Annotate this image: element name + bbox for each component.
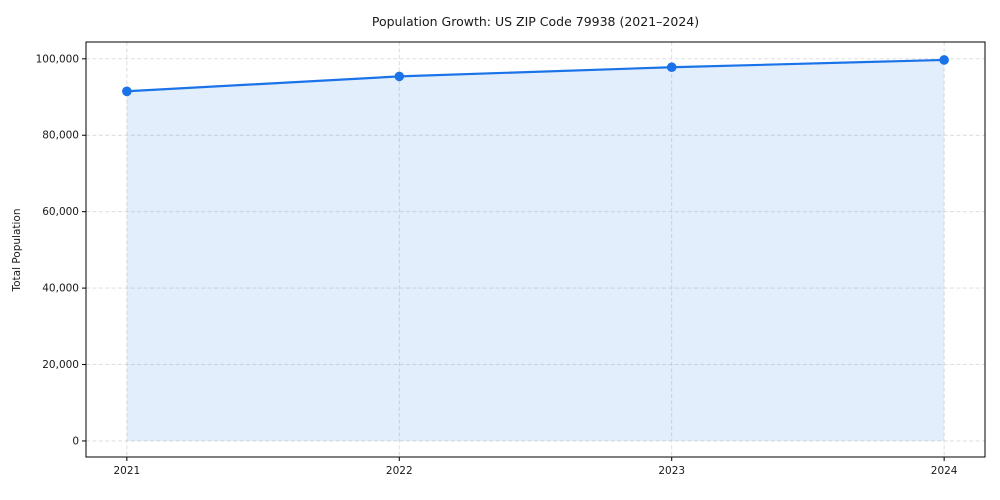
y-tick-label: 20,000 xyxy=(42,359,79,371)
y-tick-label: 80,000 xyxy=(42,130,79,142)
x-tick-label: 2023 xyxy=(658,465,685,477)
y-tick-label: 40,000 xyxy=(42,283,79,295)
area-fill xyxy=(126,59,945,441)
data-point-2024 xyxy=(939,55,949,65)
y-tick-label: 60,000 xyxy=(42,206,79,218)
data-point-2023 xyxy=(666,62,677,73)
y-tick-label: 0 xyxy=(72,435,79,447)
axes-border xyxy=(85,41,986,458)
trend-line xyxy=(125,58,946,93)
chart-title: Population Growth: US ZIP Code 79938 (20… xyxy=(371,14,700,29)
data-point-2021 xyxy=(122,86,132,97)
x-tick-label: 2022 xyxy=(386,465,413,477)
x-tick-label: 2021 xyxy=(113,465,140,477)
data-point-2022 xyxy=(394,71,405,82)
y-tick-label: 100,000 xyxy=(36,53,79,65)
x-tick-label: 2024 xyxy=(931,465,958,477)
